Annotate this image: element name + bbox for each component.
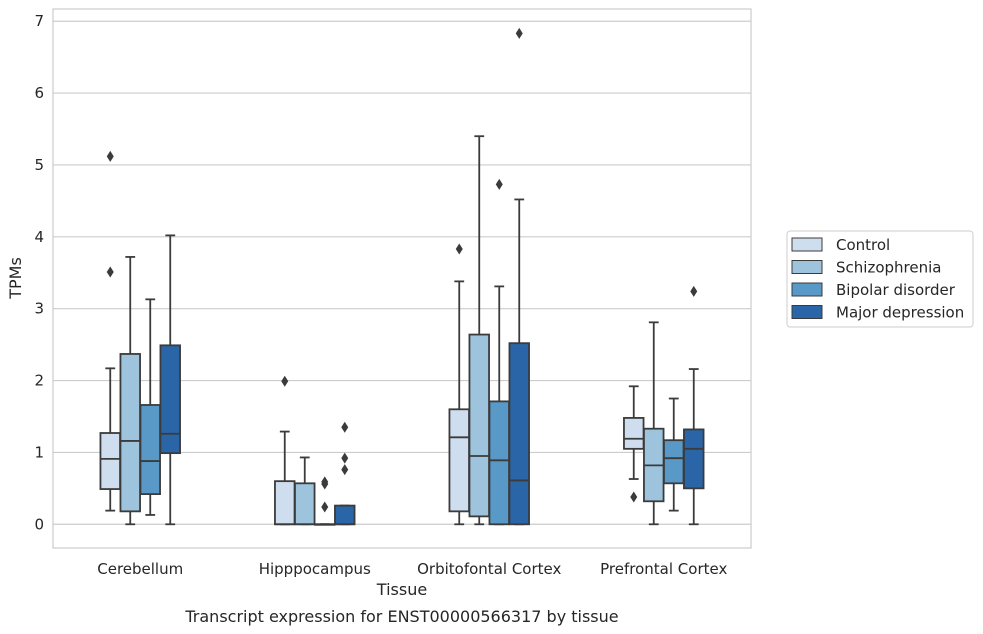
outlier-marker bbox=[281, 375, 289, 387]
outlier-marker bbox=[341, 464, 349, 476]
outlier-marker bbox=[455, 243, 463, 255]
y-tick-label: 5 bbox=[34, 156, 44, 174]
legend-label: Control bbox=[836, 236, 890, 254]
y-tick-label: 1 bbox=[34, 443, 44, 461]
outlier-marker bbox=[495, 178, 503, 190]
box-body bbox=[623, 417, 645, 450]
x-axis-ticks: Cerebellum Hipppocampus Orbitofontal Corte… bbox=[97, 560, 727, 578]
legend-swatch bbox=[791, 305, 823, 319]
y-axis-title: TPMs bbox=[6, 257, 25, 300]
box-schizophrenia bbox=[119, 256, 141, 526]
y-tick-label: 4 bbox=[34, 228, 44, 246]
legend-label: Major depression bbox=[836, 304, 964, 322]
box-body bbox=[683, 428, 705, 490]
box-bipolar-disorder bbox=[314, 476, 336, 526]
legend-frame bbox=[786, 230, 974, 328]
outlier-marker bbox=[341, 452, 349, 464]
outlier-marker bbox=[515, 27, 523, 39]
outlier-marker bbox=[106, 150, 114, 162]
x-tick-label: Prefrontal Cortex bbox=[600, 560, 727, 578]
y-tick-label: 3 bbox=[34, 300, 44, 318]
legend: Control Schizophrenia Bipolar disorder Majo… bbox=[786, 230, 974, 328]
y-tick-label: 0 bbox=[34, 515, 44, 533]
box-control bbox=[448, 243, 470, 526]
box-body bbox=[663, 439, 685, 485]
box-body bbox=[139, 404, 161, 495]
y-tick-label: 6 bbox=[34, 84, 44, 102]
outlier-marker bbox=[341, 421, 349, 433]
x-tick-label: Cerebellum bbox=[97, 560, 183, 578]
x-axis-title: Tissue bbox=[376, 580, 427, 599]
outlier-marker bbox=[321, 501, 329, 513]
box-control bbox=[274, 375, 296, 526]
y-axis-ticks: 0 1 2 3 4 5 6 7 bbox=[34, 12, 44, 533]
box-control bbox=[99, 150, 121, 512]
box-major-depression bbox=[334, 421, 356, 526]
x-tick-label: Orbitofontal Cortex bbox=[417, 560, 561, 578]
legend-swatch bbox=[791, 260, 823, 274]
box-body bbox=[334, 504, 356, 526]
box-body bbox=[294, 482, 316, 526]
outlier-marker bbox=[690, 285, 698, 297]
y-tick-label: 2 bbox=[34, 372, 44, 390]
box-control bbox=[623, 385, 645, 503]
box-body bbox=[99, 432, 121, 490]
box-body bbox=[159, 344, 181, 455]
outlier-marker bbox=[630, 491, 638, 503]
box-body bbox=[119, 353, 141, 513]
box-major-depression bbox=[159, 234, 181, 526]
legend-swatch bbox=[791, 237, 823, 252]
outlier-marker bbox=[321, 476, 329, 488]
box-bipolar-disorder bbox=[139, 298, 161, 516]
box-schizophrenia bbox=[468, 135, 490, 526]
box-body bbox=[274, 480, 296, 526]
box-major-depression bbox=[683, 285, 705, 526]
plot-area-frame bbox=[52, 8, 752, 549]
box-bipolar-disorder bbox=[488, 178, 510, 526]
box-schizophrenia bbox=[294, 456, 316, 526]
box-body bbox=[448, 408, 470, 513]
legend-items: Control Schizophrenia Bipolar disorder Majo… bbox=[791, 236, 964, 322]
x-tick-label: Hipppocampus bbox=[259, 560, 371, 578]
box-major-depression bbox=[508, 27, 530, 526]
box-body bbox=[508, 342, 530, 526]
box-body bbox=[468, 333, 490, 518]
outlier-marker bbox=[106, 266, 114, 278]
legend-label: Bipolar disorder bbox=[836, 281, 956, 299]
y-tick-label: 7 bbox=[34, 12, 44, 30]
box-bipolar-disorder bbox=[663, 397, 685, 512]
chart-caption: Transcript expression for ENST0000056631… bbox=[184, 607, 618, 626]
box-groups bbox=[99, 27, 705, 526]
box-body bbox=[488, 400, 510, 526]
legend-swatch bbox=[791, 282, 823, 297]
legend-label: Schizophrenia bbox=[836, 259, 941, 277]
box-schizophrenia bbox=[643, 321, 665, 526]
